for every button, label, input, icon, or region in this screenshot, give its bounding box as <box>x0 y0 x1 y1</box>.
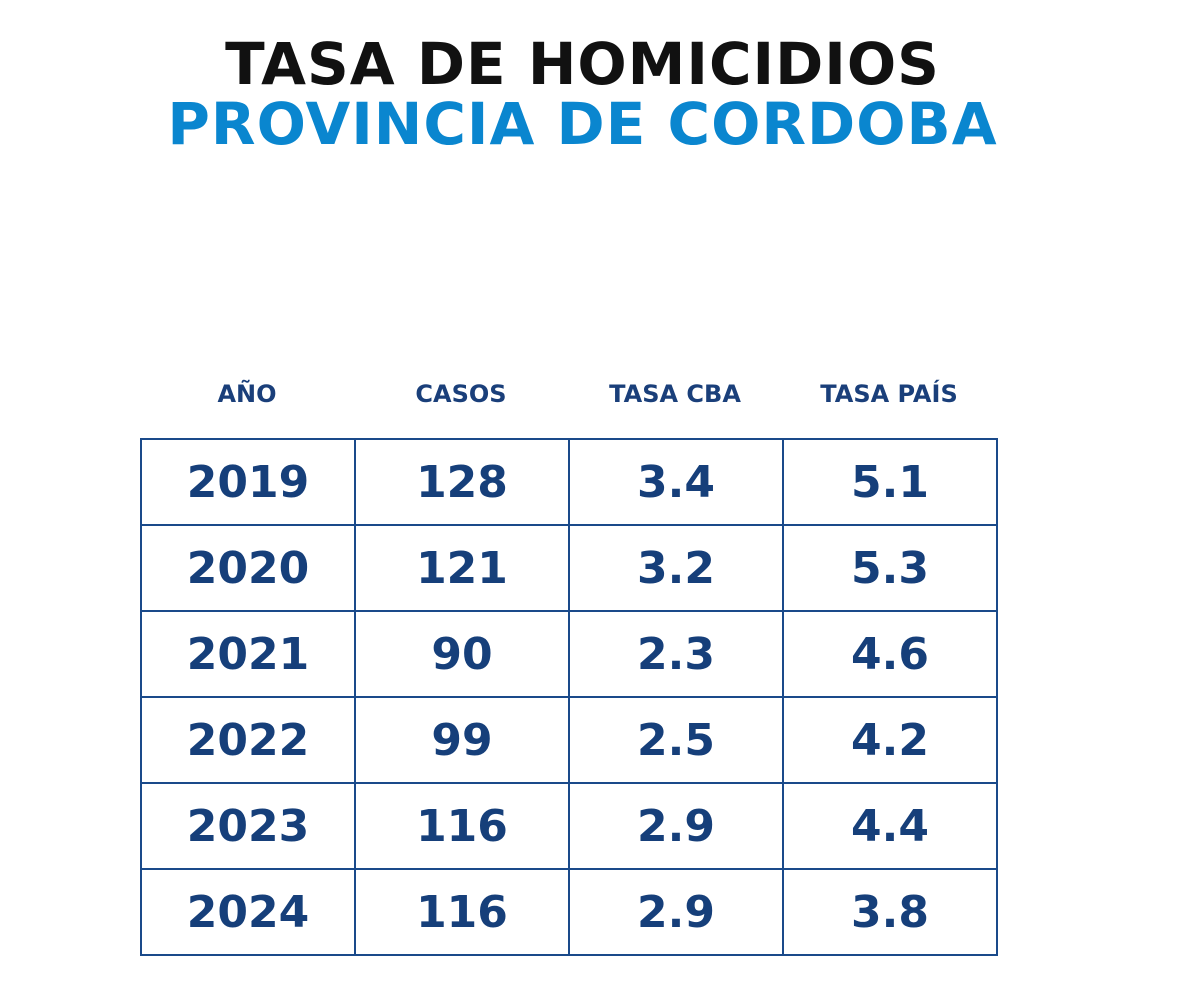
column-header: TASA CBA <box>609 380 741 408</box>
table-cell: 2024 <box>140 868 356 956</box>
table-cell: 116 <box>354 868 570 956</box>
table-cell: 2.5 <box>568 696 784 784</box>
table-cell: 4.2 <box>782 696 998 784</box>
table-row: 2022 99 2.5 4.2 <box>140 696 998 784</box>
table-row: 2020 121 3.2 5.3 <box>140 524 998 612</box>
table-cell: 5.3 <box>782 524 998 612</box>
table-cell: 2019 <box>140 438 356 526</box>
table-cell: 2023 <box>140 782 356 870</box>
table-cell: 4.4 <box>782 782 998 870</box>
table-cell: 5.1 <box>782 438 998 526</box>
table-row: 2024 116 2.9 3.8 <box>140 868 998 956</box>
subtitle: PROVINCIA DE CORDOBA <box>167 90 998 158</box>
table-cell: 116 <box>354 782 570 870</box>
table-cell: 4.6 <box>782 610 998 698</box>
table-cell: 2022 <box>140 696 356 784</box>
table-cell: 99 <box>354 696 570 784</box>
table-cell: 90 <box>354 610 570 698</box>
table-cell: 2020 <box>140 524 356 612</box>
column-header: AÑO <box>217 380 277 408</box>
table-row: 2021 90 2.3 4.6 <box>140 610 998 698</box>
column-header: CASOS <box>415 380 507 408</box>
table-cell: 128 <box>354 438 570 526</box>
table-cell: 2.3 <box>568 610 784 698</box>
table-row: 2023 116 2.9 4.4 <box>140 782 998 870</box>
table-cell: 121 <box>354 524 570 612</box>
table-cell: 2.9 <box>568 782 784 870</box>
table-cell: 2021 <box>140 610 356 698</box>
column-header: TASA PAÍS <box>820 380 958 408</box>
table-cell: 3.2 <box>568 524 784 612</box>
table-row: 2019 128 3.4 5.1 <box>140 438 998 526</box>
table-cell: 2.9 <box>568 868 784 956</box>
data-table: 2019 128 3.4 5.1 2020 121 3.2 5.3 2021 90 2.3 4.6 20… <box>140 438 998 956</box>
table-cell: 3.4 <box>568 438 784 526</box>
title: TASA DE HOMICIDIOS <box>225 30 940 98</box>
table-cell: 3.8 <box>782 868 998 956</box>
